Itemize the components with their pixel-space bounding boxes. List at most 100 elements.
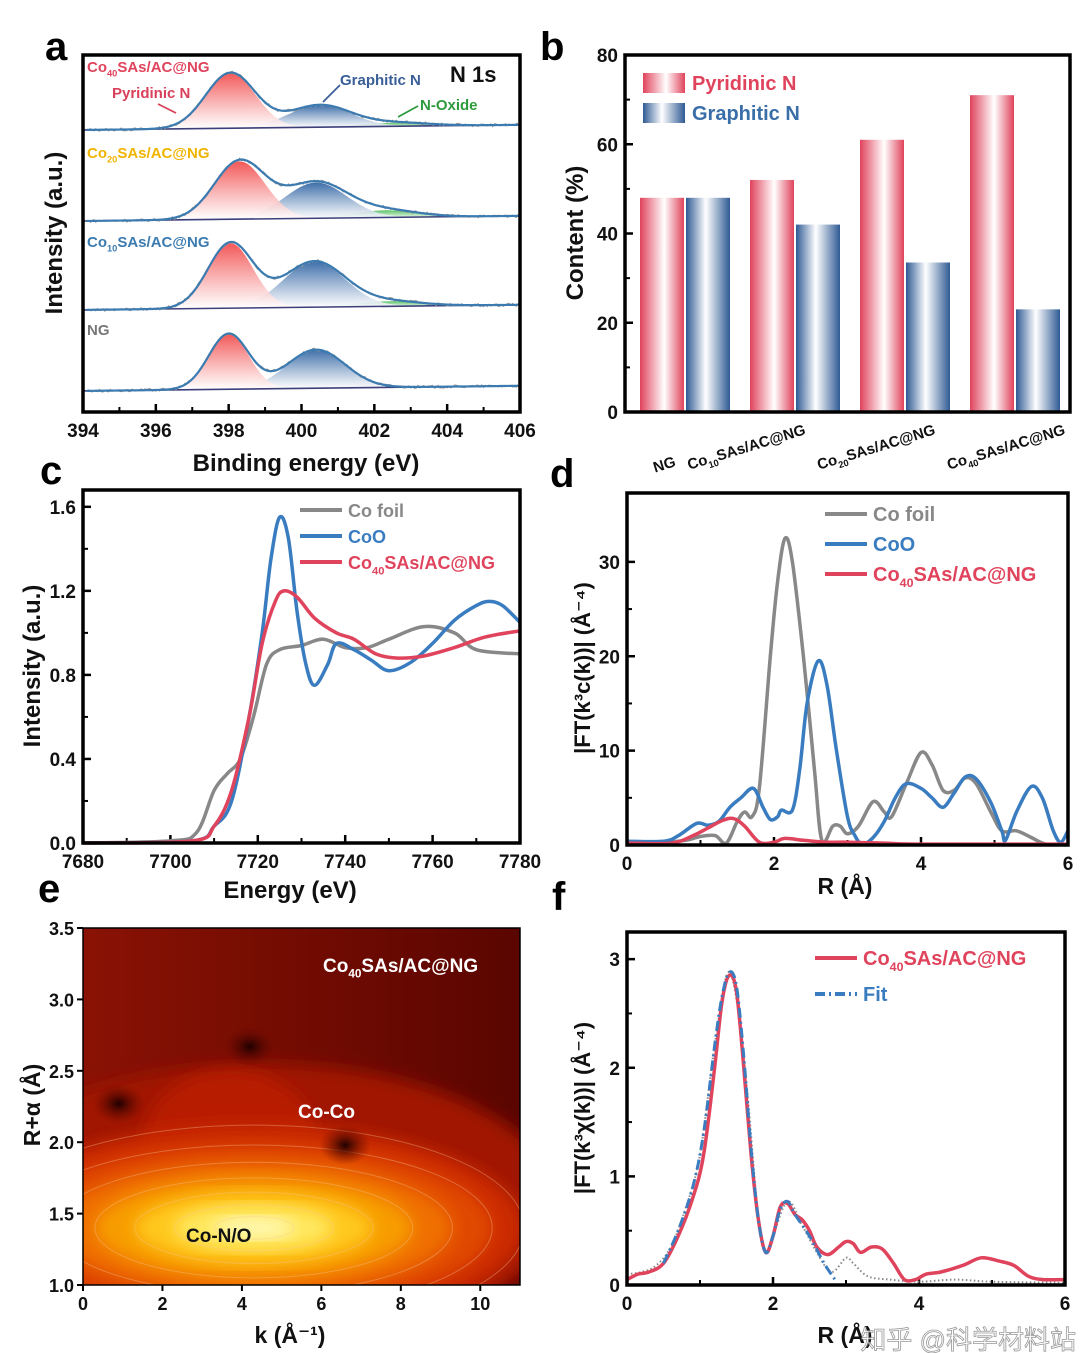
fit-envelope	[86, 71, 519, 132]
x-tick-label: 4	[916, 854, 927, 875]
annotation-pyridinic: Pyridinic N	[112, 85, 190, 102]
y-tick-label: 3.5	[49, 919, 74, 939]
label-rest: SAs/AC@NG	[361, 956, 478, 977]
spectrum-label: Co40SAs/AC@NG	[87, 59, 209, 79]
y-tick-label: 60	[597, 135, 618, 156]
label-main: Co	[348, 553, 372, 573]
y-tick-label: 0.4	[50, 750, 77, 771]
panel-letter: d	[550, 452, 574, 496]
y-tick-label: 1.2	[50, 582, 76, 603]
plot-frame	[81, 488, 522, 845]
label-main: NG	[651, 454, 677, 477]
series-line	[82, 624, 521, 845]
label-subscript: 40	[967, 458, 980, 471]
panel-letter: b	[540, 25, 564, 69]
label-main: Co	[873, 564, 900, 586]
x-tick-label: 6	[316, 1294, 326, 1314]
x-tick-label: 398	[213, 421, 245, 442]
x-tick-label: 4	[914, 1294, 925, 1315]
series-line	[626, 658, 1070, 846]
x-tick-label: 10	[470, 1294, 490, 1314]
legend-label: Co40SAs/AC@NG	[873, 564, 1036, 590]
label-main: NG	[87, 322, 110, 339]
contour-line	[134, 1191, 374, 1265]
annotation-n-oxide: N-Oxide	[420, 97, 478, 114]
bar-pyridinic	[860, 139, 904, 412]
x-axis-title: Binding energy (eV)	[193, 450, 420, 477]
y-tick-label: 20	[597, 314, 618, 335]
bar-pyridinic	[970, 95, 1014, 412]
y-tick-label: 30	[599, 553, 620, 574]
panel-c: 7680 7700 7720 7740 7760 7780 0.0 0.4 0.8 1.2 1.6 C…	[19, 488, 541, 904]
x-tick-label: 2	[769, 854, 780, 875]
fit-envelope	[86, 332, 519, 392]
legend-label: Pyridinic N	[692, 73, 796, 95]
label-main: Co foil	[348, 501, 404, 521]
x-tick-label: 7760	[411, 852, 453, 873]
contour-line	[83, 1124, 520, 1285]
legend-label: CoO	[348, 527, 386, 547]
x-axis-title: R (Å)	[818, 1321, 873, 1348]
fit-envelope	[86, 240, 519, 311]
heatmap-title: Co40SAs/AC@NG	[323, 956, 478, 981]
y-axis-title: Intensity (a.u.)	[19, 585, 46, 748]
y-tick-label: 3	[609, 950, 620, 971]
feature-label-co-n-o: Co-N/O	[186, 1226, 251, 1247]
y-tick-label: 1	[609, 1167, 620, 1188]
bar-graphitic	[1016, 309, 1060, 412]
panel-letter: e	[38, 867, 60, 911]
watermark: 知乎 @科学材料站	[860, 1325, 1076, 1353]
y-tick-label: 2.5	[49, 1062, 74, 1082]
label-rest: SAs/AC@NG	[903, 948, 1026, 970]
label-rest: SAs/AC@NG	[913, 564, 1036, 586]
heat-minimum	[223, 1026, 276, 1067]
spectrum-label: NG	[87, 322, 110, 339]
panel-d: 0 2 4 6 0 10 20 30 Co foil CoO Co40SAs/AC@NG R (Å) |…	[569, 491, 1073, 899]
y-axis-title: |FT(k³χ(k))| (Å⁻⁴)	[569, 1022, 595, 1194]
label-rest: SAs/AC@NG	[117, 234, 209, 251]
label-main: Co	[323, 956, 348, 977]
y-tick-label: 0.0	[50, 834, 76, 855]
legend-swatch-pyridinic	[643, 73, 685, 93]
y-tick-label: 0	[607, 403, 618, 424]
label-main: Co	[863, 948, 890, 970]
plot-frame	[623, 53, 1072, 414]
y-axis-title: Intensity (a.u.)	[41, 152, 68, 315]
plot-frame	[625, 491, 1070, 847]
raw-data-points	[626, 971, 1066, 1284]
x-tick-label: 6	[1060, 1294, 1071, 1315]
x-tick-label: 396	[140, 421, 172, 442]
plot-frame	[625, 930, 1067, 1287]
contour-line	[94, 1177, 414, 1279]
y-tick-label: 40	[597, 225, 618, 246]
spectrum-label: Co10SAs/AC@NG	[87, 234, 209, 254]
label-subscript: 40	[348, 968, 362, 981]
heat-contour	[214, 1216, 294, 1240]
label-rest: SAs/AC@NG	[844, 422, 937, 465]
label-rest: SAs/AC@NG	[117, 145, 209, 162]
label-subscript: 20	[107, 155, 117, 165]
category-label: Co20SAs/AC@NG	[815, 422, 938, 476]
label-subscript: 40	[890, 960, 904, 974]
label-subscript: 40	[900, 576, 914, 590]
x-tick-label: 0	[78, 1294, 88, 1314]
x-tick-label: 7700	[149, 852, 191, 873]
label-main: Co	[685, 452, 709, 474]
label-subscript: 20	[837, 458, 850, 471]
contour-line	[83, 1161, 453, 1285]
label-subscript: 10	[707, 458, 720, 471]
feature-label-co-co: Co-Co	[298, 1102, 355, 1123]
legend-swatch-graphitic	[643, 103, 685, 123]
heat-minimum	[92, 1083, 145, 1124]
y-tick-label: 1.5	[49, 1205, 74, 1225]
x-tick-label: 7720	[237, 852, 279, 873]
panel-e: 0 2 4 6 8 101.01.52.02.53.03.5Co40SAs/AC@NGCo…	[18, 919, 521, 1348]
label-rest: SAs/AC@NG	[714, 422, 807, 465]
panel-title: N 1s	[450, 62, 496, 87]
bar-graphitic	[686, 197, 730, 412]
label-main: Co	[815, 452, 839, 474]
y-tick-label: 0	[609, 836, 620, 857]
label-main: CoO	[873, 534, 915, 556]
bar-graphitic	[906, 262, 950, 412]
label-main: Co foil	[873, 504, 935, 526]
